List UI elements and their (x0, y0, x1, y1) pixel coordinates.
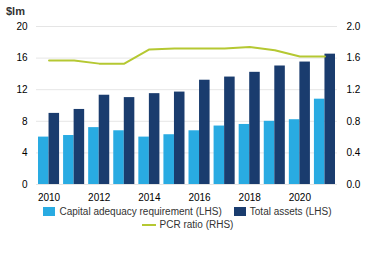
svg-text:12: 12 (16, 84, 28, 95)
svg-text:2.0: 2.0 (347, 21, 361, 32)
svg-text:1.6: 1.6 (347, 52, 361, 63)
svg-text:0.8: 0.8 (347, 116, 361, 127)
svg-text:2012: 2012 (88, 192, 111, 203)
html-text:Capital adequacy requirement (: Capital adequacy requirement (LHS) (59, 206, 222, 217)
svg-text:8: 8 (22, 116, 28, 127)
svg-text:2014: 2014 (138, 192, 161, 203)
svg-text:0.4: 0.4 (347, 147, 361, 158)
svg-text:2010: 2010 (38, 192, 61, 203)
svg-text:2020: 2020 (289, 192, 312, 203)
svg-text:16: 16 (16, 52, 28, 63)
html-text:$lm: $lm (6, 5, 25, 17)
svg-text:2016: 2016 (188, 192, 211, 203)
svg-text:2018: 2018 (239, 192, 262, 203)
svg-text:1.2: 1.2 (347, 84, 361, 95)
svg-text:20: 20 (16, 21, 28, 32)
html-text:PCR ratio (RHS): PCR ratio (RHS) (159, 219, 234, 230)
svg-text:4: 4 (22, 147, 28, 158)
svg-text:0: 0 (22, 179, 28, 190)
html-text:Total assets (LHS): Total assets (LHS) (249, 206, 332, 217)
svg-text:0.0: 0.0 (347, 179, 361, 190)
